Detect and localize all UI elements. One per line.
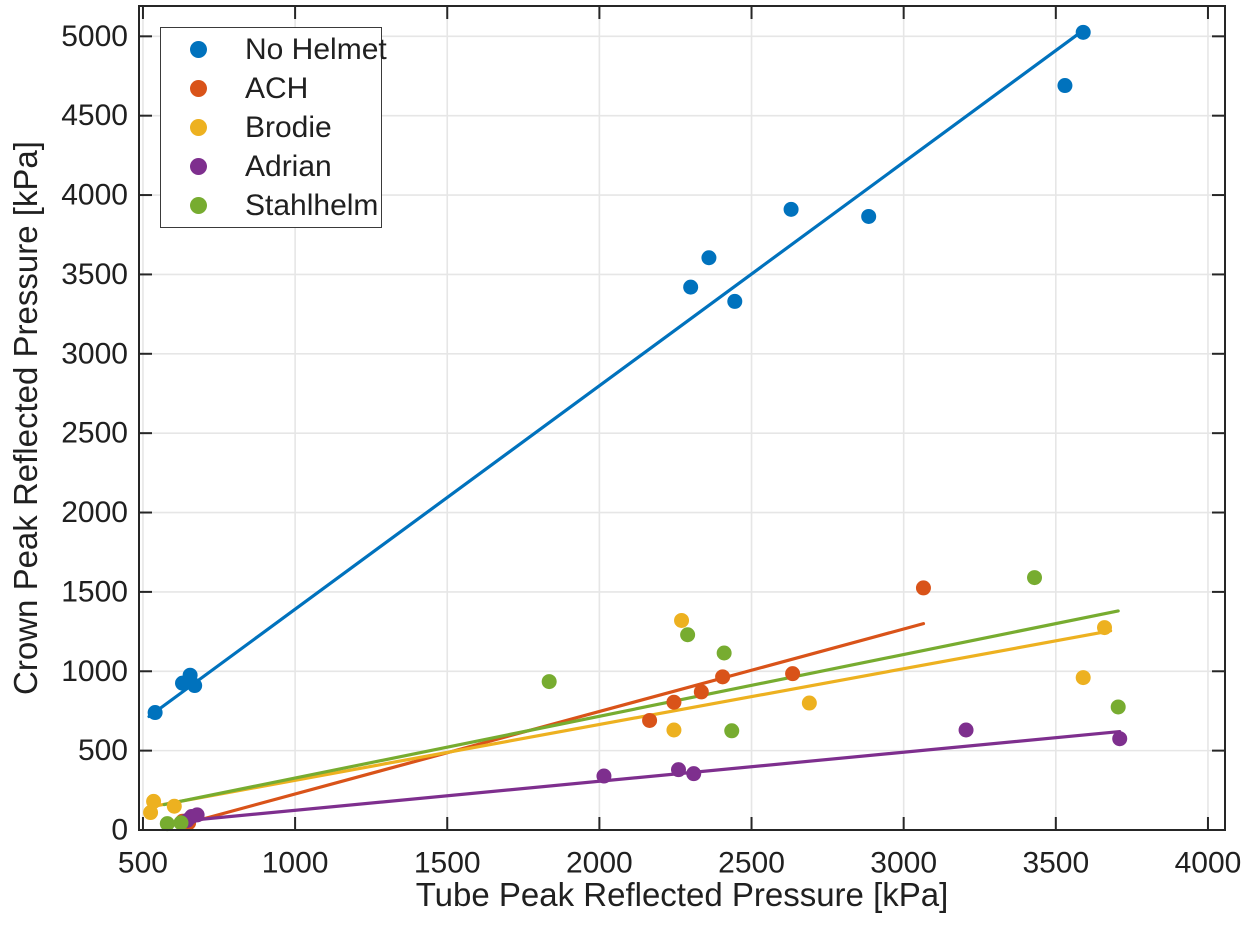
data-point-no-helmet: [147, 705, 163, 721]
legend-item-brodie: Brodie: [161, 108, 381, 147]
data-point-ach: [693, 684, 709, 700]
data-point-no-helmet: [861, 208, 877, 224]
data-point-stahlhelm: [1027, 570, 1043, 586]
data-point-brodie: [801, 695, 817, 711]
trend-line-stahlhelm: [162, 609, 1120, 807]
legend-marker-icon: [190, 119, 207, 136]
data-point-brodie: [146, 793, 162, 809]
legend-label: Stahlhelm: [245, 188, 379, 222]
legend-label: No Helmet: [245, 32, 387, 66]
y-tick-label: 2000: [61, 496, 128, 529]
data-point-stahlhelm: [173, 815, 189, 831]
x-tick-label: 3500: [1022, 847, 1089, 880]
trend-line-ach: [186, 622, 926, 825]
y-tick-label: 3500: [61, 258, 128, 291]
y-tick-label: 2500: [61, 417, 128, 450]
legend: No Helmet ACH Brodie Adrian Stahlhelm: [160, 27, 387, 228]
legend-marker-icon: [190, 41, 207, 58]
data-point-adrian: [671, 762, 687, 778]
legend-item-adrian: Adrian: [161, 147, 381, 186]
data-point-ach: [715, 669, 731, 685]
x-tick-label: 2500: [718, 847, 785, 880]
data-point-adrian: [686, 766, 702, 782]
data-point-brodie: [166, 798, 182, 814]
y-tick-label: 0: [111, 814, 128, 847]
data-point-adrian: [958, 722, 974, 738]
data-point-no-helmet: [187, 678, 203, 694]
y-tick-label: 3000: [61, 337, 128, 370]
data-point-stahlhelm: [716, 645, 732, 661]
data-point-stahlhelm: [680, 627, 696, 643]
legend-marker-icon: [190, 158, 207, 175]
data-point-ach: [915, 580, 931, 596]
legend-item-no-helmet: No Helmet: [161, 30, 387, 69]
y-tick-label: 1500: [61, 575, 128, 608]
y-tick-label: 1000: [61, 655, 128, 688]
data-point-no-helmet: [1057, 78, 1073, 94]
data-point-stahlhelm: [1110, 699, 1126, 715]
data-point-brodie: [1075, 670, 1091, 686]
x-tick-label: 3000: [870, 847, 937, 880]
x-tick-label: 2000: [566, 847, 633, 880]
axes-box: [138, 5, 1226, 831]
data-point-adrian: [189, 807, 205, 823]
legend-marker-icon: [190, 80, 207, 97]
data-point-ach: [642, 712, 658, 728]
y-axis-label: Crown Peak Reflected Pressure [kPa]: [7, 141, 44, 695]
trend-line-adrian: [186, 729, 1122, 823]
x-tick-label: 500: [118, 847, 168, 880]
data-point-no-helmet: [683, 279, 699, 295]
data-point-ach: [785, 666, 801, 682]
data-point-ach: [666, 694, 682, 710]
data-point-stahlhelm: [724, 723, 740, 739]
y-tick-label: 5000: [61, 20, 128, 53]
legend-item-stahlhelm: Stahlhelm: [161, 186, 381, 225]
x-axis-label: Tube Peak Reflected Pressure [kPa]: [415, 876, 949, 913]
trend-line-brodie: [156, 629, 1113, 807]
y-tick-label: 500: [78, 734, 128, 767]
data-point-adrian: [596, 768, 612, 784]
x-tick-label: 1000: [262, 847, 329, 880]
legend-marker-icon: [190, 197, 207, 214]
legend-item-ach: ACH: [161, 69, 381, 108]
legend-label: Adrian: [245, 149, 332, 183]
legend-label: ACH: [245, 71, 309, 105]
data-point-no-helmet: [727, 293, 743, 309]
trend-line-no-helmet: [147, 28, 1086, 719]
data-point-brodie: [674, 612, 690, 628]
data-point-no-helmet: [1075, 24, 1091, 40]
data-point-no-helmet: [783, 201, 799, 217]
x-tick-label: 4000: [1175, 847, 1242, 880]
data-point-no-helmet: [701, 250, 717, 266]
data-point-adrian: [1112, 731, 1128, 747]
y-tick-label: 4000: [61, 179, 128, 212]
data-point-brodie: [1097, 620, 1113, 636]
data-point-brodie: [666, 722, 682, 738]
data-point-stahlhelm: [541, 674, 557, 690]
y-tick-label: 4500: [61, 99, 128, 132]
data-point-stahlhelm: [159, 816, 175, 832]
x-tick-label: 1500: [414, 847, 481, 880]
legend-label: Brodie: [245, 110, 332, 144]
